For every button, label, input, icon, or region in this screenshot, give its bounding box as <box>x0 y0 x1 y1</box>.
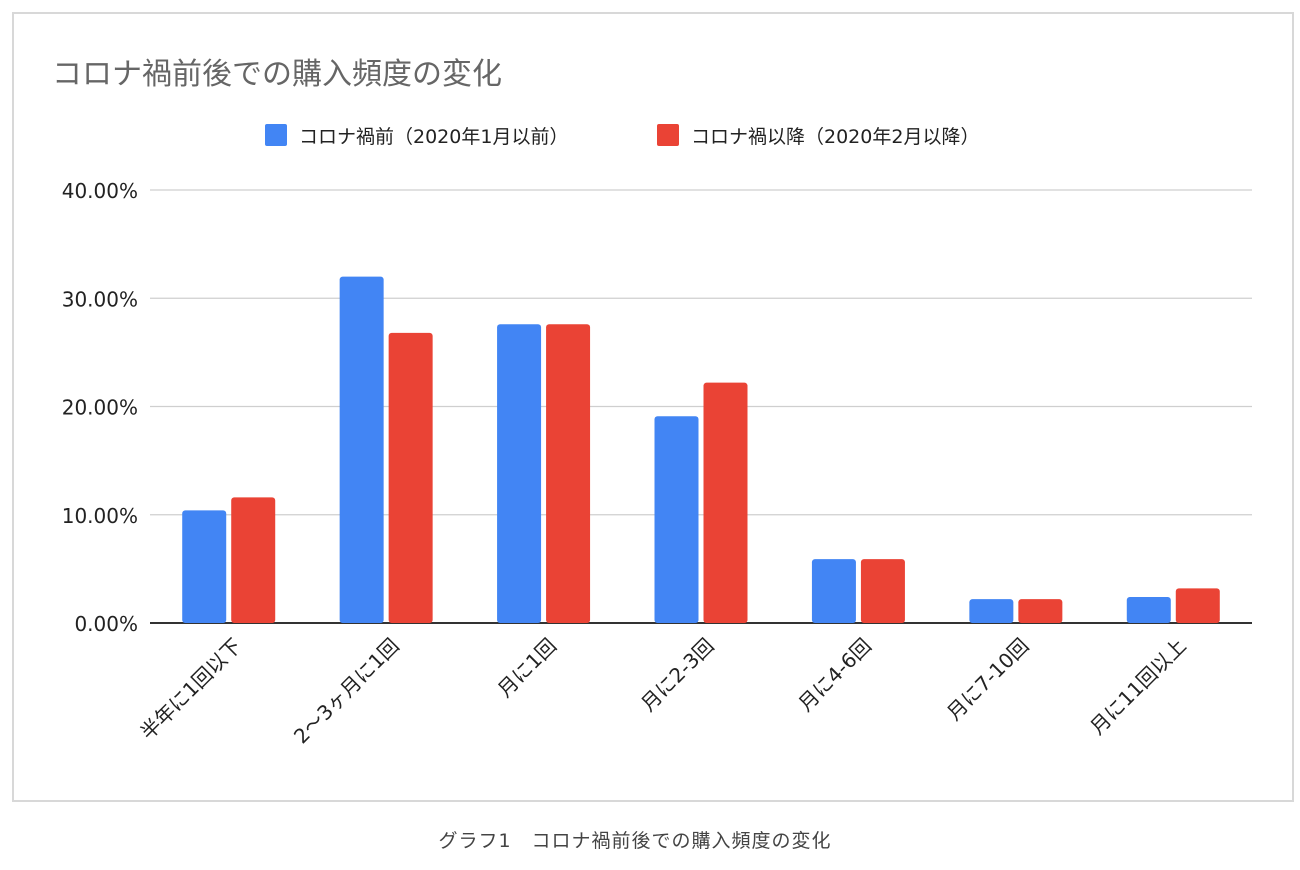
x-tick-label: 月に4-6回 <box>793 634 875 716</box>
y-tick-label: 0.00% <box>74 612 138 636</box>
y-tick-label: 30.00% <box>62 287 138 311</box>
bar <box>811 559 856 623</box>
bar <box>182 510 227 623</box>
bar <box>231 497 276 623</box>
figure-caption: グラフ1 コロナ禍前後での購入頻度の変化 <box>438 830 832 852</box>
legend-swatch <box>265 124 287 146</box>
bar <box>1126 597 1171 623</box>
bar <box>860 559 905 623</box>
y-axis-ticks: 0.00% 10.00% 20.00% 30.00% 40.00% <box>62 179 138 636</box>
x-tick-label: 月に2-3回 <box>636 634 718 716</box>
x-tick-label: 2〜3ヶ月に1回 <box>289 634 404 749</box>
legend: コロナ禍前（2020年1月以前） コロナ禍以降（2020年2月以降） <box>265 124 979 148</box>
bars <box>182 276 1220 623</box>
x-tick-label: 月に1回 <box>493 634 561 702</box>
legend-item: コロナ禍以降（2020年2月以降） <box>657 124 979 148</box>
bar <box>969 599 1014 623</box>
bar <box>497 324 542 623</box>
bar <box>388 332 433 623</box>
y-tick-label: 40.00% <box>62 179 138 203</box>
bar <box>654 416 699 623</box>
bar <box>703 382 748 623</box>
gridlines <box>150 189 1252 624</box>
legend-swatch <box>657 124 679 146</box>
bar <box>546 324 591 623</box>
bar <box>339 276 384 623</box>
legend-label: コロナ禍前（2020年1月以前） <box>299 126 568 148</box>
chart-title: コロナ禍前後での購入頻度の変化 <box>52 57 502 92</box>
y-tick-label: 10.00% <box>62 504 138 528</box>
bar <box>1018 599 1063 623</box>
x-tick-label: 月に7-10回 <box>942 634 1033 725</box>
bar-chart: コロナ禍前後での購入頻度の変化 コロナ禍前（2020年1月以前） コロナ禍以降（2… <box>52 57 1252 749</box>
y-tick-label: 20.00% <box>62 396 138 420</box>
legend-label: コロナ禍以降（2020年2月以降） <box>691 126 979 148</box>
x-axis-ticks: 半年に1回以下 2〜3ヶ月に1回 月に1回 月に2-3回 月に4-6回 月に7-10回 月に… <box>135 634 1190 749</box>
legend-item: コロナ禍前（2020年1月以前） <box>265 124 568 148</box>
bar <box>1175 588 1220 623</box>
x-tick-label: 月に11回以上 <box>1085 634 1191 740</box>
x-tick-label: 半年に1回以下 <box>135 634 246 745</box>
